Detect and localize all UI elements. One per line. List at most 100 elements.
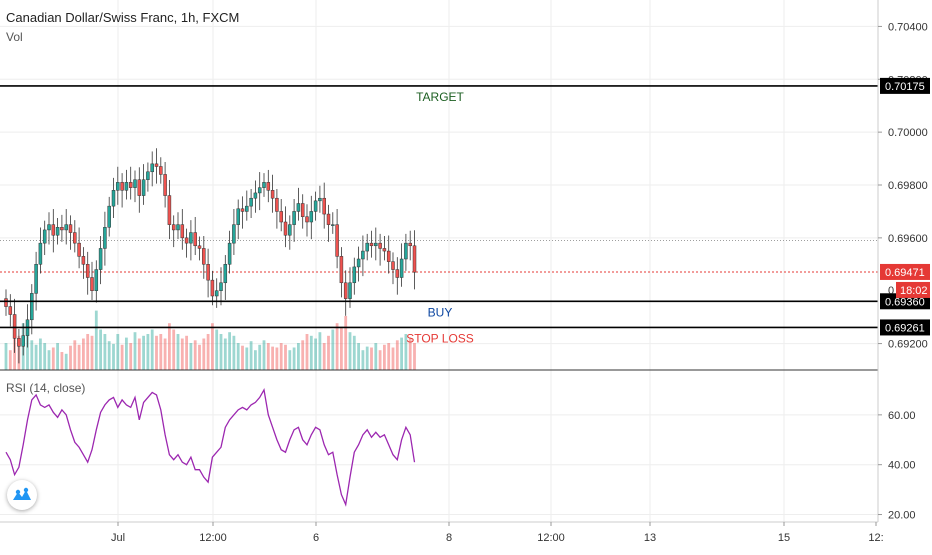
candle-body bbox=[189, 232, 193, 244]
volume-bar bbox=[146, 334, 150, 370]
volume-bar bbox=[348, 332, 352, 370]
candle-body bbox=[369, 242, 374, 247]
volume-bar bbox=[271, 346, 274, 370]
candle-body bbox=[90, 277, 94, 291]
candle-body bbox=[111, 190, 116, 207]
volume-bar bbox=[374, 343, 378, 370]
volume-bar bbox=[395, 340, 399, 370]
volume-bar bbox=[378, 350, 382, 370]
rsi-label: RSI (14, close) bbox=[6, 381, 86, 395]
volume-bar bbox=[236, 343, 240, 370]
volume-bar bbox=[301, 340, 305, 370]
volume-bar bbox=[56, 343, 59, 370]
candle-body bbox=[292, 211, 296, 225]
volume-bar bbox=[133, 332, 137, 370]
candle-body bbox=[163, 174, 167, 196]
volume-bar bbox=[305, 334, 309, 370]
volume-bar bbox=[112, 343, 115, 370]
candle-body bbox=[85, 264, 90, 278]
volume-bar bbox=[202, 338, 206, 370]
candle-body bbox=[167, 195, 172, 225]
volume-bar bbox=[206, 334, 210, 370]
volume-bar bbox=[30, 340, 34, 370]
price-tick-label: 0.69200 bbox=[888, 339, 928, 351]
candle-body bbox=[128, 182, 133, 188]
candle-body bbox=[399, 258, 404, 278]
volume-bar bbox=[8, 350, 12, 370]
volume-label: Vol bbox=[6, 30, 23, 44]
candle-body bbox=[361, 250, 365, 260]
candle-body bbox=[236, 208, 240, 225]
volume-bar bbox=[331, 329, 335, 370]
volume-bar bbox=[223, 338, 227, 370]
candle-body bbox=[206, 264, 210, 281]
level-label: BUY bbox=[428, 305, 453, 319]
volume-bar bbox=[39, 338, 42, 370]
volume-bar bbox=[297, 343, 300, 370]
candle-body bbox=[116, 182, 120, 191]
level-label: TARGET bbox=[416, 90, 464, 104]
partial-price-label: 0 bbox=[888, 285, 894, 297]
volume-bar bbox=[245, 347, 249, 370]
volume-bar bbox=[155, 335, 158, 370]
candle-body bbox=[305, 216, 309, 223]
volume-bar bbox=[150, 329, 154, 370]
volume-bar bbox=[34, 344, 38, 370]
candle-body bbox=[107, 205, 111, 228]
volume-bar bbox=[292, 347, 296, 370]
volume-bar bbox=[125, 337, 128, 370]
rsi-tick-label: 40.00 bbox=[888, 460, 916, 472]
volume-bar bbox=[163, 338, 167, 370]
volume-bar bbox=[370, 347, 373, 370]
volume-bar bbox=[215, 329, 219, 370]
time-tick-label: 8 bbox=[446, 532, 452, 544]
candle-body bbox=[38, 242, 43, 265]
candle-body bbox=[227, 242, 232, 265]
candle-body bbox=[214, 290, 219, 297]
volume-bar bbox=[413, 343, 416, 370]
rsi-tick-label: 60.00 bbox=[888, 410, 916, 422]
candle-body bbox=[137, 179, 142, 196]
volume-bar bbox=[4, 343, 8, 370]
volume-bar bbox=[137, 338, 141, 370]
current-price-tag-label: 0.69471 bbox=[885, 267, 925, 279]
countdown-label: 18:02 bbox=[900, 285, 928, 297]
volume-bar bbox=[198, 344, 201, 370]
candle-body bbox=[356, 258, 361, 268]
volume-bar bbox=[94, 310, 98, 370]
current-price-tag-box bbox=[880, 263, 930, 280]
volume-bar bbox=[288, 350, 292, 370]
candle-body bbox=[335, 224, 339, 257]
volume-bar bbox=[266, 343, 270, 370]
price-tag-label: 0.70175 bbox=[885, 81, 925, 93]
candle-body bbox=[365, 242, 369, 252]
price-tag-box bbox=[880, 77, 930, 94]
tradingview-logo-icon[interactable] bbox=[7, 480, 37, 510]
volume-bar bbox=[361, 350, 365, 370]
volume-bar bbox=[400, 337, 403, 370]
volume-bar bbox=[90, 335, 94, 370]
volume-bar bbox=[193, 340, 197, 370]
volume-bar bbox=[43, 343, 47, 370]
time-tick-label: 6 bbox=[313, 532, 319, 544]
candle-body bbox=[266, 182, 271, 191]
chart-title: Canadian Dollar/Swiss Franc, 1h, FXCM bbox=[6, 10, 240, 25]
volume-bar bbox=[99, 329, 102, 370]
candle-body bbox=[270, 190, 275, 199]
candle-body bbox=[60, 227, 64, 231]
candle-body bbox=[21, 335, 25, 347]
candle-body bbox=[386, 250, 391, 262]
candle-body bbox=[283, 221, 288, 236]
candle-body bbox=[249, 197, 253, 207]
price-tick-label: 0.70400 bbox=[888, 21, 928, 33]
candle-body bbox=[262, 182, 266, 188]
volume-bar bbox=[404, 334, 408, 370]
volume-bar bbox=[327, 335, 330, 370]
volume-bar bbox=[64, 353, 68, 370]
volume-bar bbox=[344, 316, 348, 370]
candle-body bbox=[193, 232, 197, 247]
price-tag-box bbox=[880, 319, 930, 336]
volume-bar bbox=[232, 335, 236, 370]
